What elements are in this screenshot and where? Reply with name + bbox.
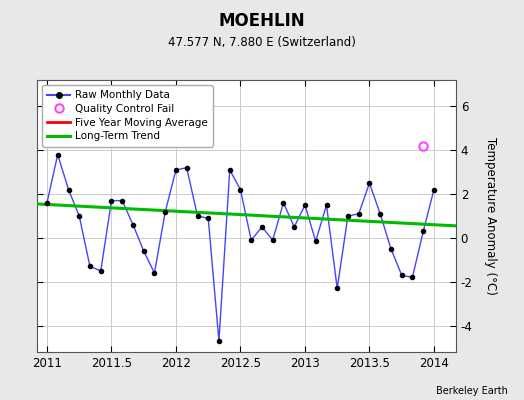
Legend: Raw Monthly Data, Quality Control Fail, Five Year Moving Average, Long-Term Tren: Raw Monthly Data, Quality Control Fail, … bbox=[42, 85, 213, 146]
Text: 47.577 N, 7.880 E (Switzerland): 47.577 N, 7.880 E (Switzerland) bbox=[168, 36, 356, 49]
Text: Berkeley Earth: Berkeley Earth bbox=[436, 386, 508, 396]
Y-axis label: Temperature Anomaly (°C): Temperature Anomaly (°C) bbox=[484, 137, 497, 295]
Text: MOEHLIN: MOEHLIN bbox=[219, 12, 305, 30]
